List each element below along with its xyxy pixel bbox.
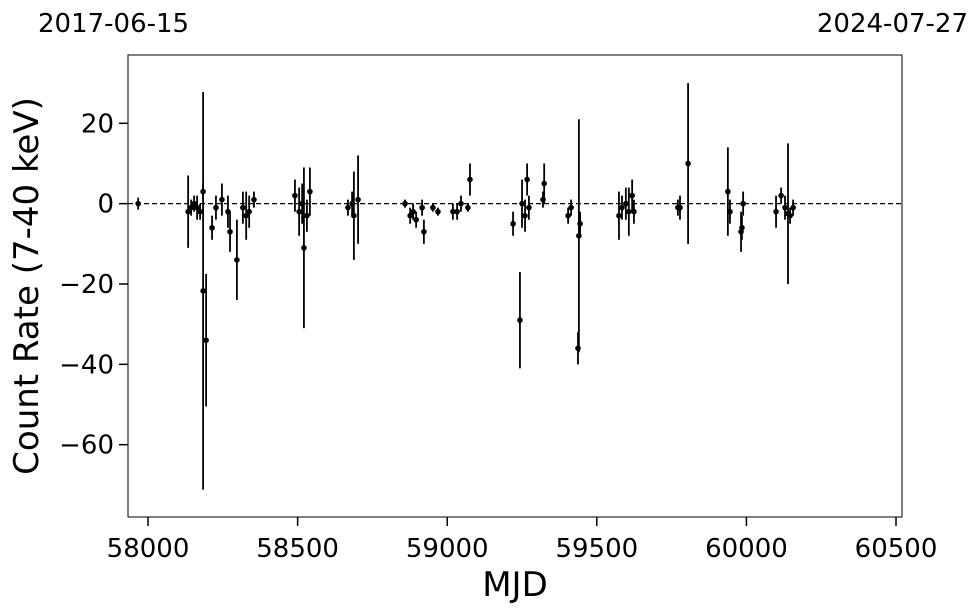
data-point — [251, 196, 257, 203]
data-point — [510, 220, 516, 227]
data-point — [185, 208, 191, 215]
data-point — [194, 204, 200, 211]
data-point — [740, 200, 746, 207]
y-tick-label: 20 — [81, 109, 114, 139]
data-point — [213, 204, 219, 211]
data-point — [351, 212, 357, 219]
data-point — [787, 212, 793, 219]
data-point — [727, 208, 733, 215]
data-point — [419, 204, 425, 211]
y-axis-label: Count Rate (7-40 keV) — [7, 97, 47, 475]
data-point — [410, 208, 416, 215]
data-point — [227, 228, 233, 235]
data-point — [200, 288, 206, 294]
data-point — [307, 188, 313, 195]
data-point — [296, 208, 302, 215]
y-tick-label: −40 — [59, 350, 114, 380]
data-point — [435, 208, 441, 215]
y-tick-label: −60 — [59, 431, 114, 461]
data-point — [519, 200, 525, 207]
data-point — [685, 160, 691, 167]
data-point — [773, 208, 779, 215]
data-point — [188, 204, 194, 211]
data-point — [524, 176, 530, 183]
data-point — [197, 208, 203, 215]
y-tick-label: −20 — [59, 270, 114, 300]
data-point — [623, 200, 629, 207]
data-point — [203, 337, 209, 344]
data-point — [209, 224, 215, 231]
data-point — [292, 192, 298, 199]
data-point — [413, 216, 419, 223]
data-point — [577, 220, 583, 227]
x-tick-label: 59500 — [555, 534, 638, 564]
data-point — [454, 208, 460, 215]
x-tick-label: 58500 — [256, 534, 339, 564]
data-point — [467, 176, 473, 183]
data-point — [450, 208, 456, 215]
data-point — [541, 180, 547, 187]
data-point — [782, 204, 788, 211]
data-point — [725, 188, 731, 195]
data-point — [304, 212, 310, 219]
data-point — [407, 212, 413, 219]
data-point — [629, 192, 635, 199]
y-tick-label: 0 — [97, 190, 114, 220]
x-axis-label: MJD — [482, 565, 548, 605]
data-point — [568, 204, 574, 211]
x-tick-label: 60000 — [705, 534, 788, 564]
data-point — [616, 212, 622, 219]
x-tick-label: 58000 — [107, 534, 190, 564]
data-point — [421, 228, 427, 235]
data-point — [790, 204, 796, 211]
data-point — [626, 208, 632, 215]
data-point — [301, 245, 307, 251]
data-point — [458, 200, 464, 207]
data-point — [240, 204, 246, 211]
data-point — [430, 204, 436, 211]
data-point — [402, 200, 408, 207]
data-point — [465, 204, 471, 211]
data-point — [619, 204, 625, 211]
data-point — [243, 212, 249, 219]
data-point — [219, 196, 225, 203]
data-point — [234, 257, 240, 263]
data-point — [345, 204, 351, 211]
top-left-label: 2017-06-15 — [38, 9, 189, 39]
data-point — [778, 192, 784, 199]
data-point — [522, 212, 528, 219]
data-point — [246, 208, 252, 215]
data-point — [135, 200, 141, 207]
data-point — [526, 204, 532, 211]
data-point — [677, 204, 683, 211]
plot-frame — [127, 54, 903, 518]
data-point — [631, 208, 637, 215]
data-point — [517, 317, 523, 323]
top-right-label: 2024-07-27 — [817, 9, 968, 39]
data-point — [739, 224, 745, 231]
data-point — [355, 196, 361, 203]
data-point — [565, 212, 571, 219]
x-tick-label: 59000 — [406, 534, 489, 564]
x-tick-label: 60500 — [855, 534, 938, 564]
data-point — [191, 200, 197, 207]
